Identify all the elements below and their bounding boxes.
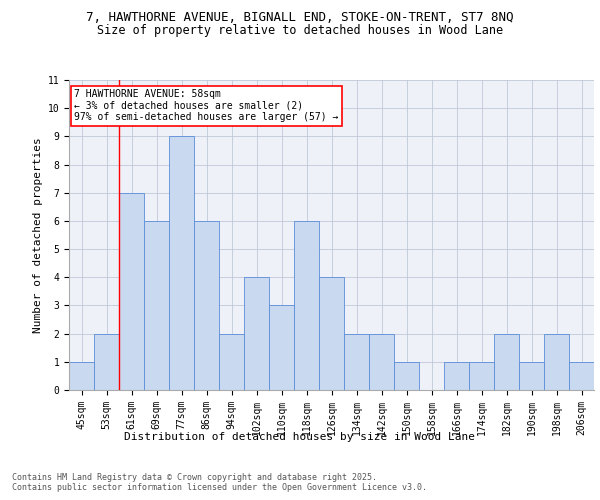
Bar <box>444 362 469 390</box>
Bar <box>94 334 119 390</box>
Bar <box>494 334 519 390</box>
Bar <box>194 221 219 390</box>
Bar <box>544 334 569 390</box>
Bar <box>269 306 294 390</box>
Bar <box>469 362 494 390</box>
Bar <box>219 334 244 390</box>
Bar <box>119 192 144 390</box>
Bar <box>569 362 594 390</box>
Bar <box>319 278 344 390</box>
Bar <box>144 221 169 390</box>
Y-axis label: Number of detached properties: Number of detached properties <box>34 137 43 333</box>
Text: 7, HAWTHORNE AVENUE, BIGNALL END, STOKE-ON-TRENT, ST7 8NQ: 7, HAWTHORNE AVENUE, BIGNALL END, STOKE-… <box>86 11 514 24</box>
Text: Contains public sector information licensed under the Open Government Licence v3: Contains public sector information licen… <box>12 484 427 492</box>
Text: Size of property relative to detached houses in Wood Lane: Size of property relative to detached ho… <box>97 24 503 37</box>
Text: Contains HM Land Registry data © Crown copyright and database right 2025.: Contains HM Land Registry data © Crown c… <box>12 472 377 482</box>
Bar <box>169 136 194 390</box>
Bar <box>369 334 394 390</box>
Text: 7 HAWTHORNE AVENUE: 58sqm
← 3% of detached houses are smaller (2)
97% of semi-de: 7 HAWTHORNE AVENUE: 58sqm ← 3% of detach… <box>74 90 338 122</box>
Text: Distribution of detached houses by size in Wood Lane: Distribution of detached houses by size … <box>125 432 476 442</box>
Bar <box>394 362 419 390</box>
Bar <box>69 362 94 390</box>
Bar <box>294 221 319 390</box>
Bar <box>244 278 269 390</box>
Bar <box>344 334 369 390</box>
Bar <box>519 362 544 390</box>
